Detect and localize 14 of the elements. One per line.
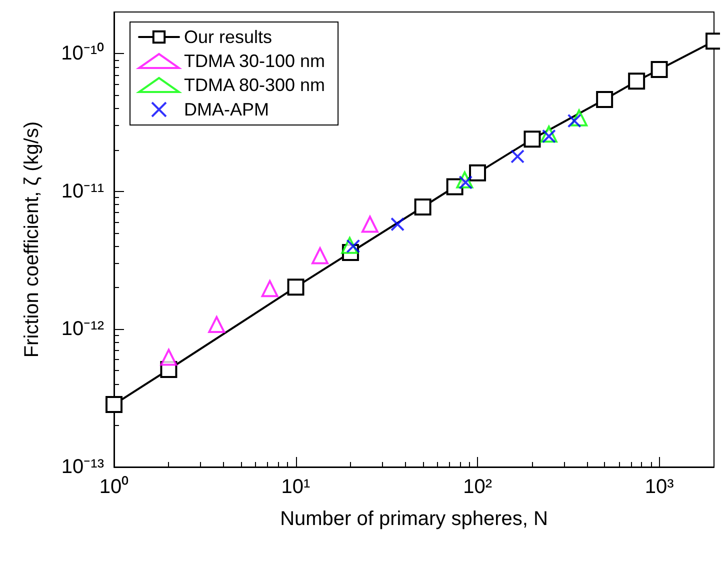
y-axis-title: Friction coefficient, ζ (kg/s): [21, 121, 43, 358]
x-axis-title: Number of primary spheres, N: [280, 508, 548, 530]
x-tick-label: 10²: [463, 476, 492, 498]
y-tick-label: 10⁻¹¹: [61, 180, 104, 202]
x-tick-label: 10³: [644, 476, 674, 498]
legend-label: DMA-APM: [184, 100, 269, 120]
y-tick-label: 10⁻¹²: [61, 318, 104, 340]
legend-label: TDMA 30-100 nm: [184, 51, 326, 71]
y-tick-label: 10⁻¹⁰: [61, 41, 104, 64]
y-tick-label: 10⁻¹³: [61, 456, 104, 478]
x-tick-label: 10¹: [281, 476, 311, 498]
legend-label: Our results: [184, 27, 272, 47]
x-tick-label: 10⁰: [99, 475, 129, 498]
legend-label: TDMA 80-300 nm: [184, 75, 326, 95]
